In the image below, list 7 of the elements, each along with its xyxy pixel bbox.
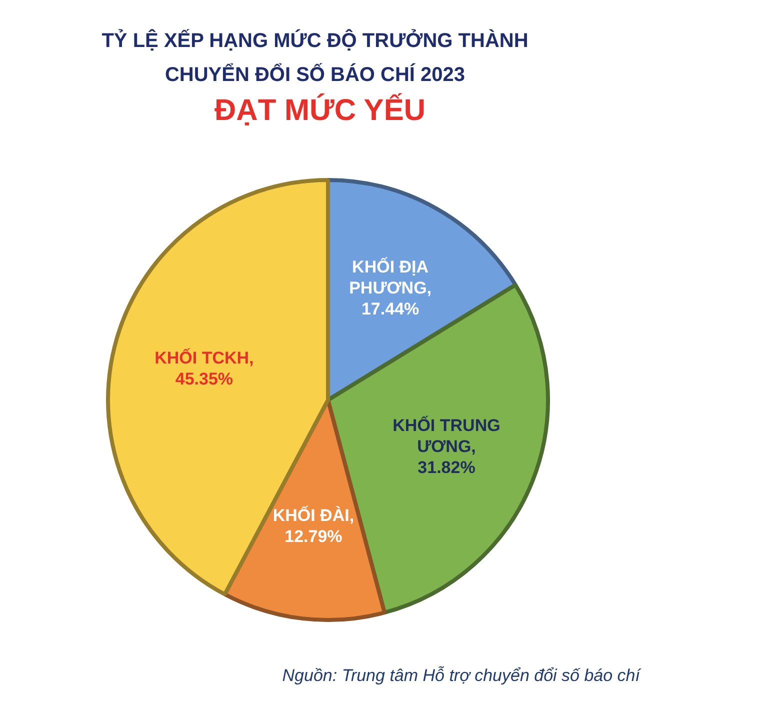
- slice-label: KHỐI TRUNG ƯƠNG, 31.82%: [392, 415, 500, 478]
- slice-label: KHỐI ĐỊA PHƯƠNG, 17.44%: [349, 256, 432, 318]
- slice-label: KHỐI ĐÀI, 12.79%: [272, 504, 354, 546]
- chart-subtitle: ĐẠT MỨC YẾU: [213, 94, 426, 128]
- chart-title: TỶ LỆ XẾP HẠNG MỨC ĐỘ TRƯỞNG THÀNH CHUYỂN ĐỔI SỐ BÁO CHÍ 2023: [100, 28, 530, 88]
- slice-label: KHỐI TCKH, 45.35%: [154, 347, 254, 388]
- text: Nguồn: Trung tâm Hỗ trợ chuyển đổi số báo chí: [282, 666, 640, 686]
